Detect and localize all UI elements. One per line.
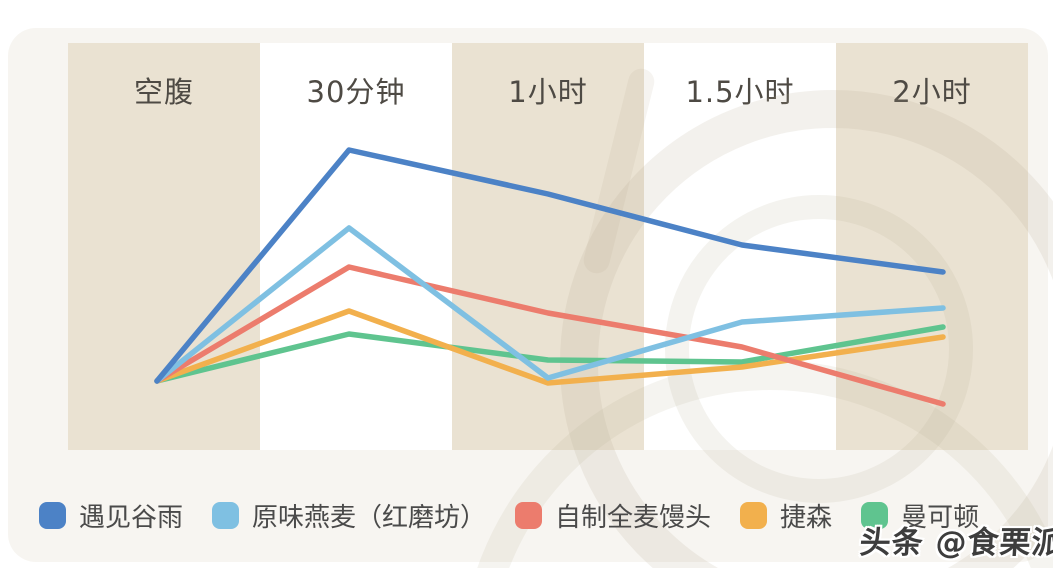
legend-label: 捷森 <box>780 503 833 533</box>
legend-swatch-icon <box>861 502 889 529</box>
column-header-2h: 2小时 <box>892 75 972 109</box>
author-watermark-text: 头条 @食栗派 <box>858 525 1053 561</box>
legend-item-mankedun: 曼可顿 <box>861 497 979 534</box>
column-header-30min: 30分钟 <box>306 75 406 109</box>
column-header-1h: 1小时 <box>508 75 588 109</box>
chart-legend: 遇见谷雨 原味燕麦（红磨坊） 自制全麦馒头 捷森 曼可顿 <box>39 497 979 534</box>
legend-swatch-icon <box>212 502 240 529</box>
column-band-fasting: 空腹 <box>68 43 260 450</box>
legend-item-yujianguyu: 遇见谷雨 <box>39 497 183 534</box>
legend-swatch-icon <box>515 502 543 529</box>
legend-label: 自制全麦馒头 <box>555 503 712 533</box>
column-band-1h: 1小时 <box>452 43 644 450</box>
legend-swatch-icon <box>39 502 66 529</box>
legend-swatch-icon <box>740 502 768 529</box>
legend-item-jiesen: 捷森 <box>740 497 832 534</box>
time-column-bands: 空腹 30分钟 1小时 1.5小时 2小时 <box>68 43 1028 450</box>
column-header-1h30: 1.5小时 <box>685 75 795 109</box>
column-band-30min: 30分钟 <box>260 43 452 450</box>
column-band-2h: 2小时 <box>836 43 1028 450</box>
legend-item-zizhiquanmaimantou: 自制全麦馒头 <box>515 497 711 534</box>
legend-label: 遇见谷雨 <box>79 503 184 533</box>
legend-item-yuanweiyanmai: 原味燕麦（红磨坊） <box>212 497 486 534</box>
column-header-fasting: 空腹 <box>133 75 194 109</box>
legend-label: 曼可顿 <box>901 503 980 533</box>
legend-label: 原味燕麦（红磨坊） <box>252 503 487 533</box>
column-band-1h30: 1.5小时 <box>644 43 836 450</box>
